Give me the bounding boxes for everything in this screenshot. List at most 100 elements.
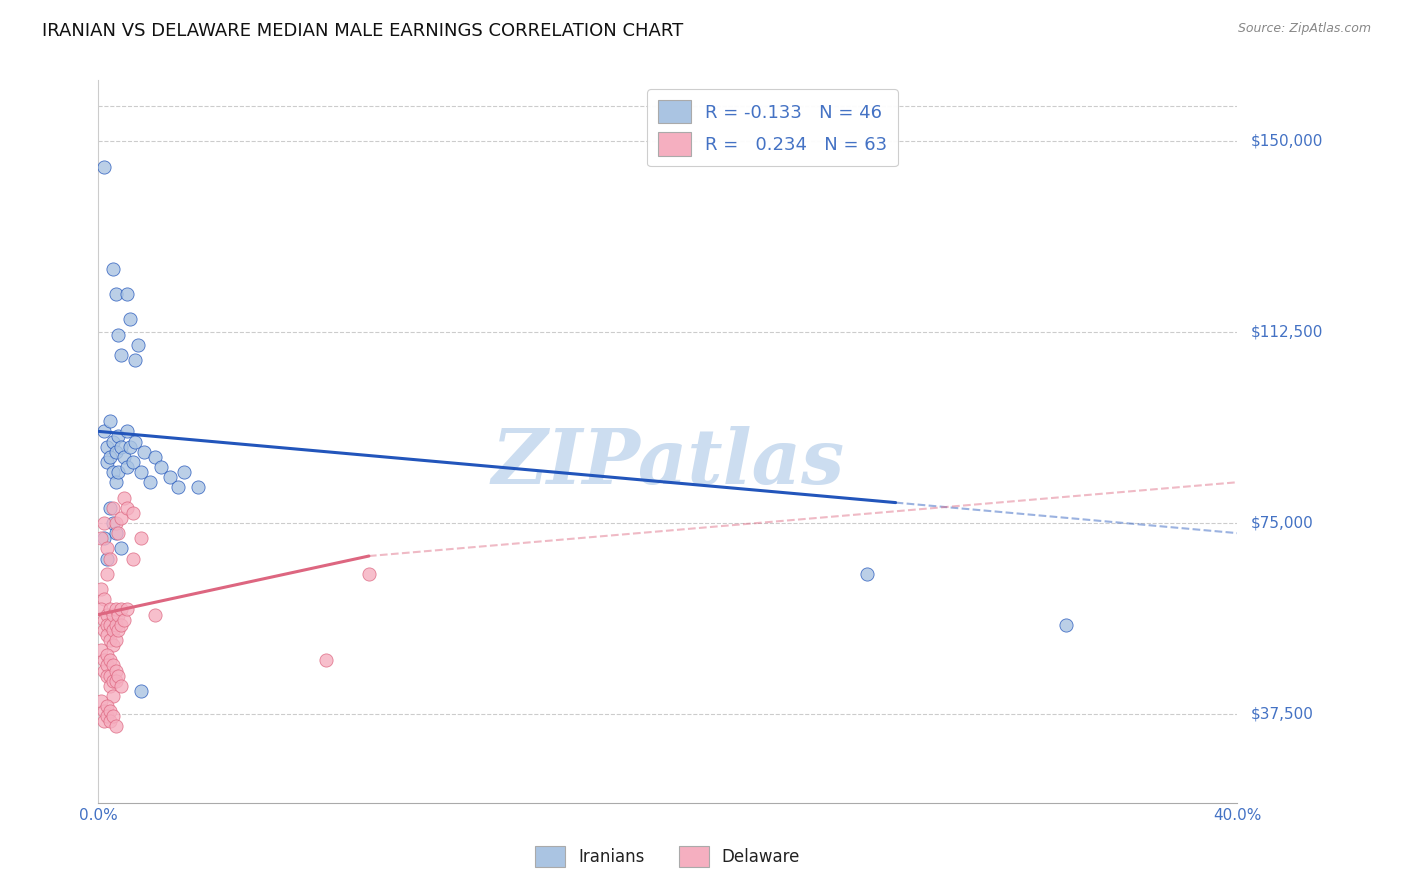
- Point: [104, 632, 127, 647]
- Point: [104, 673, 127, 688]
- Point: [98, 668, 121, 682]
- Point: [93, 714, 115, 729]
- Point: [101, 638, 124, 652]
- Point: [107, 465, 129, 479]
- Point: [104, 617, 127, 632]
- Point: [93, 623, 115, 637]
- Point: [124, 353, 146, 368]
- Point: [110, 440, 132, 454]
- Point: [121, 551, 143, 566]
- Point: [93, 516, 115, 530]
- Point: [93, 425, 115, 439]
- Point: [115, 500, 138, 515]
- Point: [98, 551, 121, 566]
- Point: [856, 566, 879, 581]
- Point: [107, 607, 129, 622]
- Point: [115, 287, 138, 301]
- Point: [110, 541, 132, 556]
- Point: [110, 602, 132, 616]
- Point: [173, 465, 195, 479]
- Point: [98, 450, 121, 464]
- Point: [118, 440, 141, 454]
- Point: [101, 434, 124, 449]
- Point: [101, 689, 124, 703]
- Point: [96, 440, 118, 454]
- Point: [101, 607, 124, 622]
- Point: [159, 470, 181, 484]
- Point: [101, 658, 124, 673]
- Point: [107, 429, 129, 443]
- Point: [90, 602, 112, 616]
- Point: [96, 551, 118, 566]
- Point: [138, 475, 160, 490]
- Point: [101, 623, 124, 637]
- Point: [118, 312, 141, 326]
- Text: ZIPatlas: ZIPatlas: [491, 426, 845, 500]
- Text: IRANIAN VS DELAWARE MEDIAN MALE EARNINGS CORRELATION CHART: IRANIAN VS DELAWARE MEDIAN MALE EARNINGS…: [42, 22, 683, 40]
- Point: [145, 607, 167, 622]
- Point: [90, 643, 112, 657]
- Point: [104, 526, 127, 541]
- Point: [110, 679, 132, 693]
- Point: [98, 500, 121, 515]
- Point: [96, 566, 118, 581]
- Point: [112, 450, 135, 464]
- Point: [110, 617, 132, 632]
- Point: [96, 699, 118, 714]
- Point: [96, 607, 118, 622]
- Point: [104, 516, 127, 530]
- Point: [112, 491, 135, 505]
- Point: [96, 668, 118, 682]
- Point: [96, 648, 118, 663]
- Point: [101, 500, 124, 515]
- Legend: Iranians, Delaware: Iranians, Delaware: [529, 839, 807, 874]
- Point: [112, 613, 135, 627]
- Point: [93, 531, 115, 545]
- Text: $37,500: $37,500: [1251, 706, 1313, 722]
- Point: [1056, 617, 1078, 632]
- Point: [357, 566, 380, 581]
- Point: [90, 694, 112, 708]
- Point: [115, 460, 138, 475]
- Point: [101, 516, 124, 530]
- Point: [187, 480, 209, 494]
- Point: [96, 658, 118, 673]
- Point: [98, 602, 121, 616]
- Point: [315, 653, 337, 667]
- Point: [98, 653, 121, 667]
- Point: [93, 592, 115, 607]
- Point: [104, 719, 127, 733]
- Point: [98, 617, 121, 632]
- Point: [107, 623, 129, 637]
- Point: [104, 444, 127, 458]
- Text: $75,000: $75,000: [1251, 516, 1313, 531]
- Point: [98, 414, 121, 428]
- Point: [101, 673, 124, 688]
- Point: [107, 668, 129, 682]
- Point: [98, 704, 121, 718]
- Point: [96, 617, 118, 632]
- Text: Source: ZipAtlas.com: Source: ZipAtlas.com: [1237, 22, 1371, 36]
- Point: [104, 287, 127, 301]
- Point: [96, 709, 118, 723]
- Point: [129, 684, 152, 698]
- Point: [110, 511, 132, 525]
- Point: [107, 526, 129, 541]
- Point: [145, 450, 167, 464]
- Text: $150,000: $150,000: [1251, 134, 1323, 149]
- Point: [129, 531, 152, 545]
- Point: [101, 709, 124, 723]
- Point: [98, 714, 121, 729]
- Point: [104, 664, 127, 678]
- Point: [90, 531, 112, 545]
- Point: [129, 465, 152, 479]
- Text: $112,500: $112,500: [1251, 325, 1323, 340]
- Point: [127, 338, 149, 352]
- Point: [101, 465, 124, 479]
- Point: [101, 261, 124, 276]
- Point: [93, 664, 115, 678]
- Point: [104, 602, 127, 616]
- Point: [90, 582, 112, 596]
- Point: [121, 506, 143, 520]
- Point: [132, 444, 155, 458]
